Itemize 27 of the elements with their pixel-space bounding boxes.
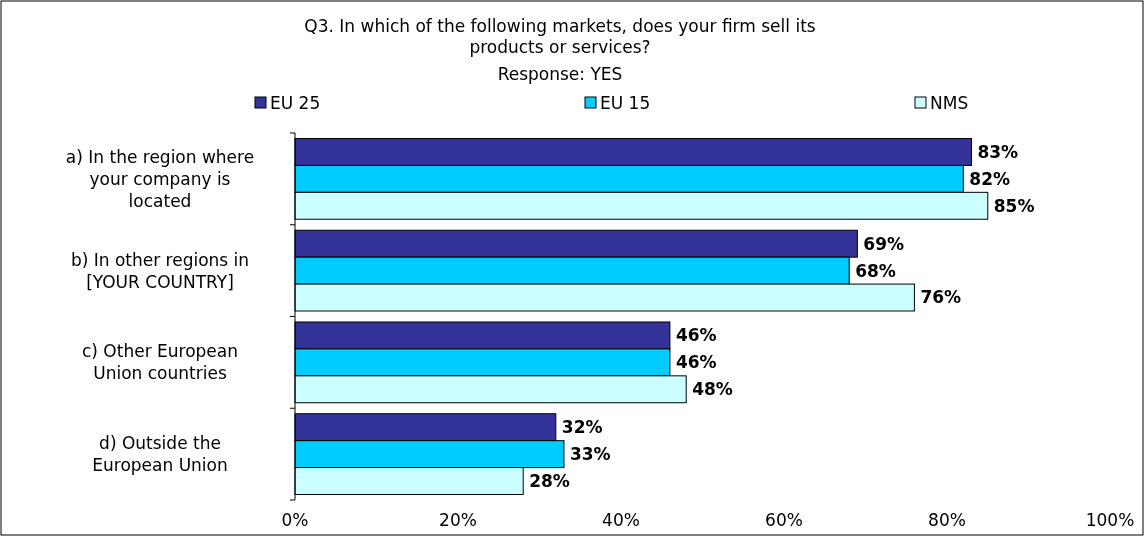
data-label: 82%: [969, 168, 1010, 189]
data-label: 76%: [920, 287, 962, 308]
x-tick-label: 0%: [281, 510, 309, 530]
chart-title: Q3. In which of the following markets, does your firm sell its products or services?: [304, 16, 816, 57]
legend-label: NMS: [930, 92, 969, 113]
data-label: 46%: [675, 325, 717, 346]
data-label: 28%: [529, 470, 570, 491]
legend-label: EU 25: [270, 92, 321, 113]
y-tick-label: a) In the region where your company is located: [65, 146, 255, 211]
x-tick-label: 60%: [765, 510, 803, 530]
x-tick-label: 80%: [928, 510, 966, 530]
chart-subtitle: Response: YES: [497, 64, 623, 84]
data-label: 48%: [692, 379, 733, 400]
data-label: 83%: [977, 141, 1019, 162]
y-tick-label: c) Other European Union countries: [81, 341, 239, 384]
legend-label: EU 15: [600, 92, 651, 113]
data-label: 68%: [855, 260, 896, 281]
x-tick-label: 100%: [1085, 510, 1135, 530]
data-label: 32%: [561, 417, 603, 438]
data-label: 46%: [675, 352, 717, 373]
y-tick-label: d) Outside the European Union: [92, 433, 228, 476]
y-tick-label: b) In other regions in [YOUR COUNTRY]: [70, 249, 250, 292]
data-label: 33%: [569, 444, 611, 465]
x-tick-label: 20%: [439, 510, 477, 530]
data-label: 85%: [993, 195, 1035, 216]
data-label: 69%: [863, 233, 905, 254]
x-tick-label: 40%: [602, 510, 640, 530]
